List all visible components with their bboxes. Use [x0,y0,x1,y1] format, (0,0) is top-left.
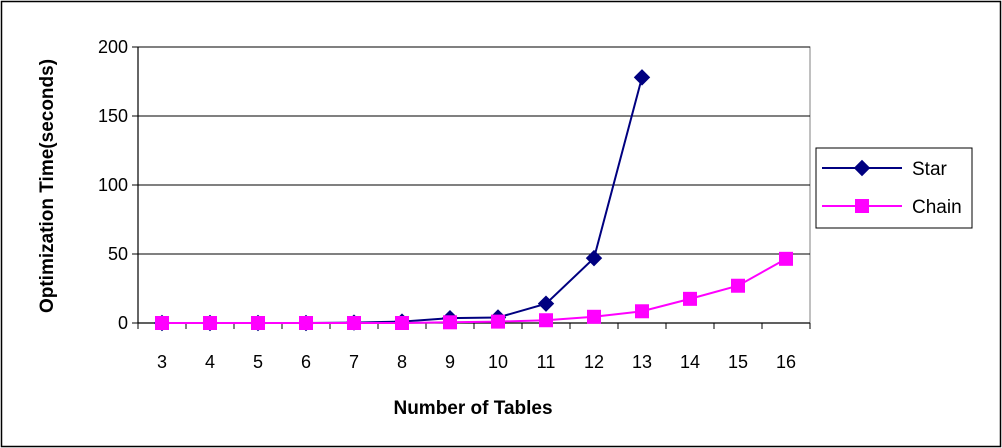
legend-marker-chain [855,199,869,213]
x-tick-label: 14 [680,352,700,372]
data-point-chain [443,315,457,330]
x-tick-label: 9 [445,352,455,372]
data-point-star [537,295,555,312]
x-tick-label: 16 [776,352,796,372]
data-point-chain [779,251,793,266]
y-tick-label: 50 [108,244,128,264]
legend: Star Chain [815,147,973,229]
legend-item-chain: Chain [822,197,962,218]
x-tick-label: 10 [488,352,508,372]
data-point-chain [155,316,169,330]
legend-item-star: Star [822,159,948,180]
x-tick-label: 3 [157,352,167,372]
x-tick-label: 11 [537,352,556,372]
data-point-chain [299,316,313,330]
y-tick-label: 100 [98,175,128,195]
data-point-star [585,249,603,267]
y-tick-label: 0 [118,313,128,333]
y-tick-labels: 0 50 100 150 200 [98,37,128,333]
x-tick-label: 13 [632,352,652,372]
data-point-chain [203,316,217,330]
x-tick-label: 5 [253,352,263,372]
x-axis-title: Number of Tables [393,398,552,419]
y-tick-label: 200 [98,37,128,57]
legend-box [815,147,973,229]
data-point-chain [395,316,409,330]
series-chain [155,251,793,330]
x-tick-label: 6 [301,352,311,372]
data-point-chain [539,313,553,328]
data-point-chain [491,314,505,329]
y-axis-title: Optimization Time(seconds) [37,59,58,313]
legend-label-chain: Chain [912,197,962,218]
y-tick-label: 150 [98,106,128,126]
x-tick-label: 15 [728,352,748,372]
data-point-chain [251,316,265,330]
data-point-star [633,69,651,86]
data-point-chain [731,278,745,293]
x-tick-label: 8 [397,352,407,372]
data-point-chain [683,291,697,306]
series-line-chain [162,257,787,324]
data-point-chain [587,309,601,324]
x-tick-label: 7 [349,352,359,372]
x-tick-label: 12 [584,352,604,372]
gridlines [138,46,810,255]
x-tick-label: 4 [205,352,215,372]
legend-marker-star [853,159,871,177]
x-tick-labels: 3 4 5 6 7 8 9 10 11 12 13 14 15 16 [157,352,796,372]
data-point-chain [347,316,361,330]
legend-label-star: Star [912,159,948,180]
series-layer [153,69,793,332]
data-point-chain [635,304,649,319]
